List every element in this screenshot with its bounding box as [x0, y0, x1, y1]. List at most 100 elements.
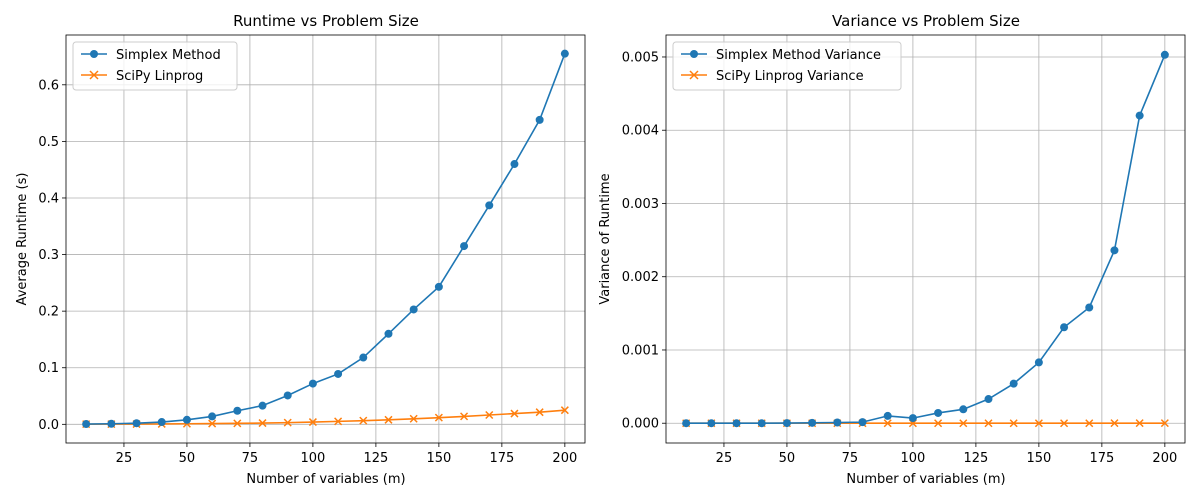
runtime-chart-x-tick-label: 100: [300, 451, 325, 466]
series-line-scipy-linprog: [86, 409, 565, 425]
data-point-scipy-linprog: [208, 419, 217, 428]
legend-item-scipy-linprog: SciPy Linprog: [81, 69, 203, 84]
legend-label-scipy-linprog: SciPy Linprog: [116, 69, 203, 84]
data-point-simplex-method-variance: [707, 419, 716, 428]
data-point-simplex-method-variance: [1160, 50, 1169, 59]
data-point-simplex-method-variance: [934, 408, 943, 417]
variance-chart-plot-frame: [665, 34, 1186, 444]
runtime-chart-x-tick-label: 200: [552, 451, 577, 466]
runtime-chart-legend: Simplex Method SciPy Linprog: [72, 41, 238, 91]
legend-item-simplex-method: Simplex Method: [81, 48, 221, 63]
data-point-simplex-method-variance: [1060, 323, 1069, 332]
runtime-chart-y-tick-label: 0.5: [38, 135, 59, 150]
data-point-scipy-linprog: [384, 415, 393, 424]
data-point-simplex-method: [434, 282, 443, 291]
runtime-chart-grid: [66, 35, 585, 443]
runtime-chart-y-tick-label: 0.2: [38, 305, 59, 320]
series-line-simplex-method-variance: [686, 54, 1166, 425]
variance-chart-y-tick-label: 0.001: [622, 343, 659, 358]
legend-label-simplex-method-variance: Simplex Method Variance: [716, 48, 881, 63]
data-point-simplex-method: [107, 419, 116, 428]
variance-chart-x-tick-label: 75: [842, 451, 859, 466]
data-point-scipy-linprog: [359, 416, 368, 425]
legend-label-scipy-linprog-variance: SciPy Linprog Variance: [716, 69, 864, 84]
variance-chart-x-tick-label: 150: [1026, 451, 1051, 466]
runtime-chart-x-axis-label: Number of variables (m): [246, 472, 405, 487]
runtime-chart-x-tick-label: 150: [426, 451, 451, 466]
legend-marker-simplex-method-variance: [690, 50, 698, 58]
variance-chart-legend: Simplex Method Variance SciPy Linprog Va…: [672, 41, 902, 91]
legend-marker-scipy-linprog-variance: [689, 70, 699, 80]
data-point-simplex-method: [258, 401, 267, 410]
runtime-chart-legend-box: [72, 41, 238, 91]
runtime-chart-y-tick-label: 0.0: [38, 418, 59, 433]
data-point-simplex-method: [560, 49, 569, 58]
data-point-simplex-method: [182, 415, 191, 424]
data-point-scipy-linprog: [233, 419, 242, 428]
series-line-simplex-method: [86, 53, 566, 425]
runtime-chart-plot-frame: [65, 34, 586, 444]
data-point-scipy-linprog-variance: [1160, 419, 1169, 428]
runtime-chart-x-tick-label: 75: [242, 451, 259, 466]
data-point-simplex-method: [157, 418, 166, 427]
data-point-scipy-linprog-variance: [1060, 419, 1069, 428]
variance-chart-series: [682, 50, 1169, 428]
variance-chart-y-tick-label: 0.002: [622, 270, 659, 285]
data-point-simplex-method: [334, 369, 343, 378]
variance-chart-x-tick-label: 100: [900, 451, 925, 466]
data-point-scipy-linprog: [308, 418, 317, 427]
variance-chart-x-tick-label: 200: [1152, 451, 1177, 466]
variance-chart-y-tick-label: 0.000: [622, 417, 659, 432]
data-point-scipy-linprog-variance: [1110, 419, 1119, 428]
variance-chart-x-tick-label: 125: [963, 451, 988, 466]
legend-marker-simplex-method: [90, 50, 98, 58]
variance-chart-x-tick-label: 50: [779, 451, 796, 466]
runtime-chart-series: [82, 49, 569, 429]
variance-chart: Variance vs Problem Size Number of varia…: [598, 12, 1186, 487]
data-point-scipy-linprog-variance: [984, 419, 993, 428]
data-point-scipy-linprog-variance: [934, 419, 943, 428]
data-point-simplex-method-variance: [959, 405, 968, 414]
variance-chart-title: Variance vs Problem Size: [832, 12, 1020, 30]
runtime-chart-y-axis-label: Average Runtime (s): [15, 173, 30, 306]
runtime-chart-title: Runtime vs Problem Size: [233, 12, 419, 30]
data-point-scipy-linprog: [535, 408, 544, 417]
data-point-simplex-method: [384, 329, 393, 338]
data-point-simplex-method: [535, 115, 544, 124]
data-point-simplex-method: [308, 379, 317, 388]
data-point-scipy-linprog-variance: [1034, 419, 1043, 428]
data-point-simplex-method: [409, 305, 418, 314]
data-point-scipy-linprog: [510, 409, 519, 418]
data-point-scipy-linprog: [485, 410, 494, 420]
data-point-simplex-method: [510, 160, 519, 169]
data-point-scipy-linprog: [434, 413, 443, 422]
data-point-simplex-method-variance: [782, 419, 791, 428]
legend-item-scipy-linprog-variance: SciPy Linprog Variance: [681, 69, 864, 84]
data-point-simplex-method-variance: [858, 418, 867, 427]
data-point-simplex-method-variance: [833, 418, 842, 427]
runtime-chart-y-tick-label: 0.3: [38, 248, 59, 263]
data-point-scipy-linprog: [409, 414, 418, 423]
data-point-simplex-method: [132, 419, 141, 428]
runtime-chart-x-tick-label: 125: [363, 451, 388, 466]
runtime-chart-y-tick-label: 0.4: [38, 191, 59, 206]
data-point-scipy-linprog-variance: [1135, 419, 1144, 428]
data-point-simplex-method-variance: [808, 418, 817, 427]
legend-marker-scipy-linprog: [89, 70, 99, 80]
variance-chart-y-tick-label: 0.004: [622, 124, 659, 139]
data-point-simplex-method: [460, 242, 469, 251]
data-point-scipy-linprog-variance: [883, 419, 892, 428]
data-point-scipy-linprog-variance: [959, 419, 968, 428]
variance-chart-legend-box: [672, 41, 902, 91]
runtime-chart-x-tick-label: 175: [489, 451, 514, 466]
variance-chart-x-tick-label: 175: [1089, 451, 1114, 466]
data-point-scipy-linprog-variance: [1085, 419, 1094, 428]
data-point-simplex-method: [208, 412, 217, 421]
data-point-scipy-linprog-variance: [1009, 419, 1018, 428]
data-point-simplex-method: [359, 353, 368, 362]
variance-chart-x-axis-label: Number of variables (m): [846, 472, 1005, 487]
variance-chart-x-tick-label: 25: [716, 451, 733, 466]
variance-chart-y-tick-label: 0.003: [622, 197, 659, 212]
runtime-chart-x-tick-label: 50: [179, 451, 196, 466]
data-point-simplex-method-variance: [1034, 358, 1043, 367]
